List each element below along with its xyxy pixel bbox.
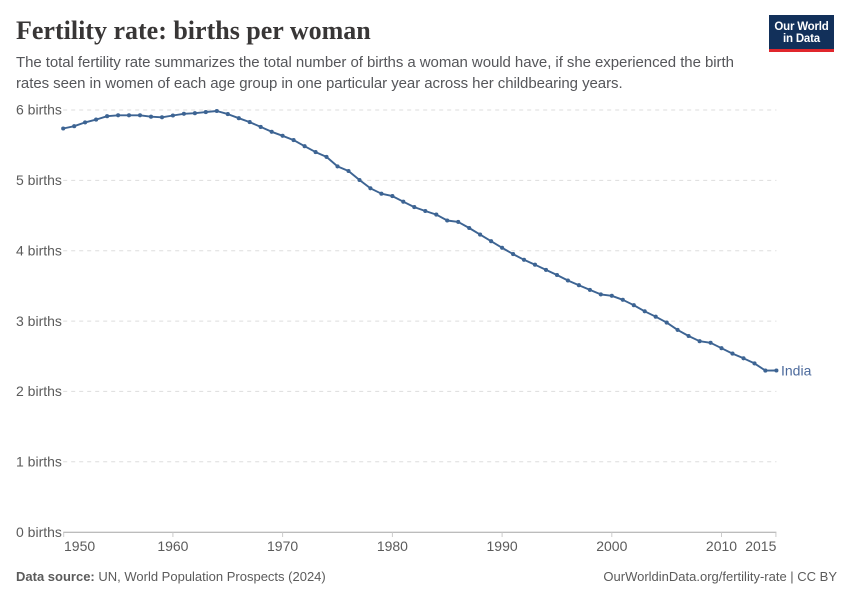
svg-text:2000: 2000 [596, 538, 627, 554]
svg-text:2010: 2010 [706, 538, 737, 554]
svg-text:3 births: 3 births [16, 313, 62, 329]
svg-text:1980: 1980 [377, 538, 408, 554]
svg-text:0 births: 0 births [16, 524, 62, 540]
svg-text:2 births: 2 births [16, 383, 62, 399]
svg-text:2015: 2015 [745, 538, 776, 554]
svg-text:India: India [781, 363, 812, 379]
svg-text:6 births: 6 births [16, 102, 62, 118]
svg-text:1990: 1990 [487, 538, 518, 554]
svg-text:5 births: 5 births [16, 172, 62, 188]
svg-text:1960: 1960 [157, 538, 188, 554]
svg-text:1950: 1950 [64, 538, 95, 554]
svg-text:1970: 1970 [267, 538, 298, 554]
svg-text:1 births: 1 births [16, 454, 62, 470]
svg-text:4 births: 4 births [16, 242, 62, 258]
